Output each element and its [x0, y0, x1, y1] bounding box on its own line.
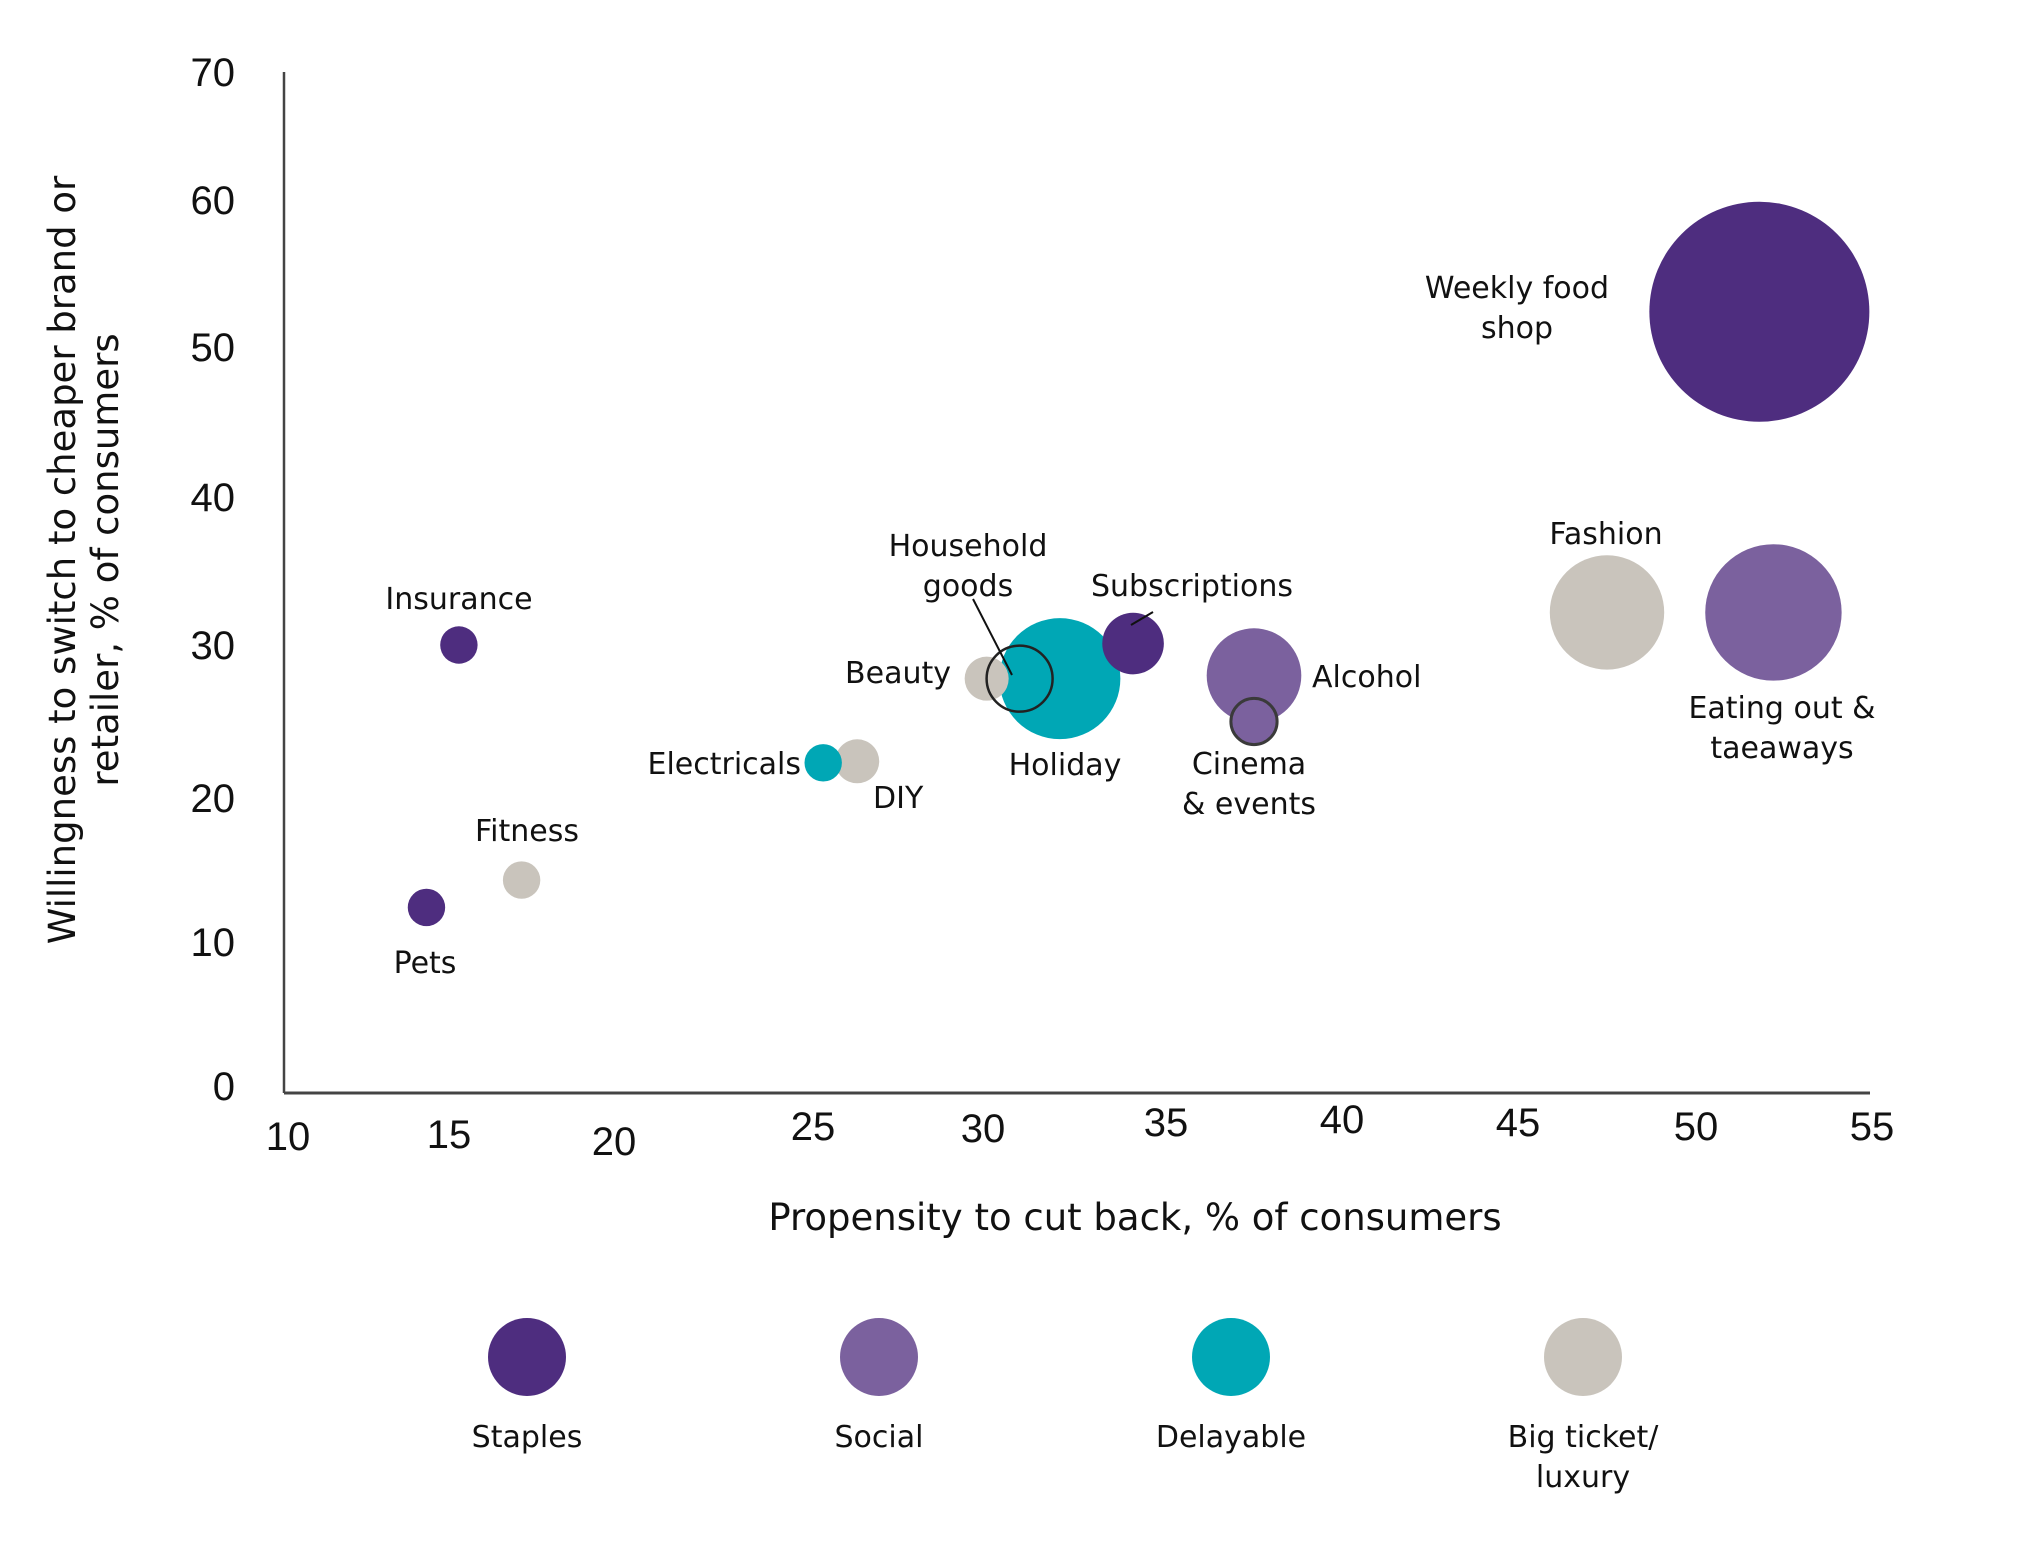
- bubble-fashion: [1549, 555, 1665, 670]
- x-tick-label: 50: [1674, 1105, 1719, 1149]
- y-axis-title-line: Willingness to switch to cheaper brand o…: [41, 175, 84, 944]
- y-tick-label: 40: [191, 476, 236, 520]
- bubble-label: Fashion: [1549, 517, 1662, 552]
- legend-label: Delayable: [1156, 1420, 1306, 1455]
- y-tick-label: 50: [191, 326, 236, 370]
- bubble-label: Electricals: [647, 747, 801, 782]
- y-tick-label: 70: [191, 51, 236, 95]
- x-tick-label: 55: [1850, 1105, 1895, 1149]
- bubble-label: Subscriptions: [1091, 569, 1293, 604]
- bubble-label: Household goods: [889, 529, 1048, 604]
- legend-label: Staples: [472, 1420, 583, 1455]
- bubble-weekly-food-shop: [1649, 201, 1870, 422]
- leader-line-household-goods: [972, 598, 1013, 676]
- bubble-eating-out-taeaways: [1705, 544, 1842, 681]
- bubble-label: Beauty: [845, 656, 951, 691]
- legend-item-social: Social: [835, 1318, 924, 1455]
- y-tick-label: 30: [191, 624, 236, 668]
- x-axis-title: Propensity to cut back, % of consumers: [768, 1196, 1501, 1239]
- bubble-holiday: [999, 618, 1121, 740]
- x-tick-label: 25: [791, 1105, 836, 1149]
- y-axis-ticks: 70 60 50 40 30 20 10 0: [191, 51, 236, 1109]
- bubble-labels: Weekly food shop Fashion Eating out & taeawa…: [385, 271, 1875, 981]
- legend-label: Big ticket/luxury: [1508, 1420, 1660, 1495]
- bubble-subscriptions: [1102, 612, 1164, 675]
- bubble-label: Weekly food shop: [1425, 271, 1609, 346]
- bubble-diy: [835, 739, 880, 784]
- y-tick-label: 20: [191, 777, 236, 821]
- x-tick-label: 35: [1144, 1101, 1189, 1145]
- bubble-alcohol: [1206, 628, 1302, 723]
- bubble-label: Pets: [394, 946, 457, 981]
- y-axis-title: Willingness to switch to cheaper brand o…: [41, 175, 127, 944]
- y-axis-title-line: retailer, % of consumers: [84, 333, 127, 786]
- y-tick-label: 0: [213, 1065, 235, 1109]
- bubble-pets: [407, 888, 446, 927]
- bubbles: [407, 201, 1870, 927]
- x-axis-ticks: 10 15 20 25 30 35 40 45 50 55: [266, 1098, 1895, 1164]
- bubble-electricals: [804, 744, 842, 782]
- bubble-household-goods: [985, 644, 1054, 713]
- x-tick-label: 30: [961, 1107, 1006, 1151]
- leader-line-subscriptions: [1130, 611, 1154, 626]
- y-tick-label: 60: [191, 179, 236, 223]
- x-tick-label: 15: [427, 1113, 472, 1157]
- x-tick-label: 40: [1320, 1098, 1365, 1142]
- legend-swatch: [840, 1318, 918, 1396]
- bubble-label: DIY: [873, 781, 924, 816]
- legend-item-staples: Staples: [472, 1318, 583, 1455]
- legend-swatch: [1192, 1318, 1270, 1396]
- bubble-label: Insurance: [385, 582, 532, 617]
- bubble-cinema-events: [1229, 696, 1279, 747]
- y-tick-label: 10: [191, 921, 236, 965]
- bubble-label: Eating out & taeaways: [1688, 691, 1875, 766]
- legend-label: Social: [835, 1420, 924, 1455]
- bubble-label: Alcohol: [1312, 660, 1421, 695]
- legend-item-big-ticket-luxury: Big ticket/luxury: [1508, 1318, 1660, 1495]
- x-tick-label: 20: [592, 1120, 637, 1164]
- bubble-fitness: [502, 861, 541, 899]
- legend-swatch: [1544, 1318, 1622, 1396]
- bubble-label: Fitness: [475, 814, 579, 849]
- leader-lines: [972, 598, 1154, 676]
- bubble-label: Cinema & events: [1182, 747, 1316, 822]
- legend: Staples Social Delayable Big ticket/luxury: [472, 1318, 1660, 1495]
- legend-swatch: [488, 1318, 566, 1396]
- legend-item-delayable: Delayable: [1156, 1318, 1306, 1455]
- bubble-label: Holiday: [1009, 748, 1122, 783]
- bubble-insurance: [440, 626, 478, 664]
- x-tick-label: 45: [1496, 1101, 1541, 1145]
- x-tick-label: 10: [266, 1115, 311, 1159]
